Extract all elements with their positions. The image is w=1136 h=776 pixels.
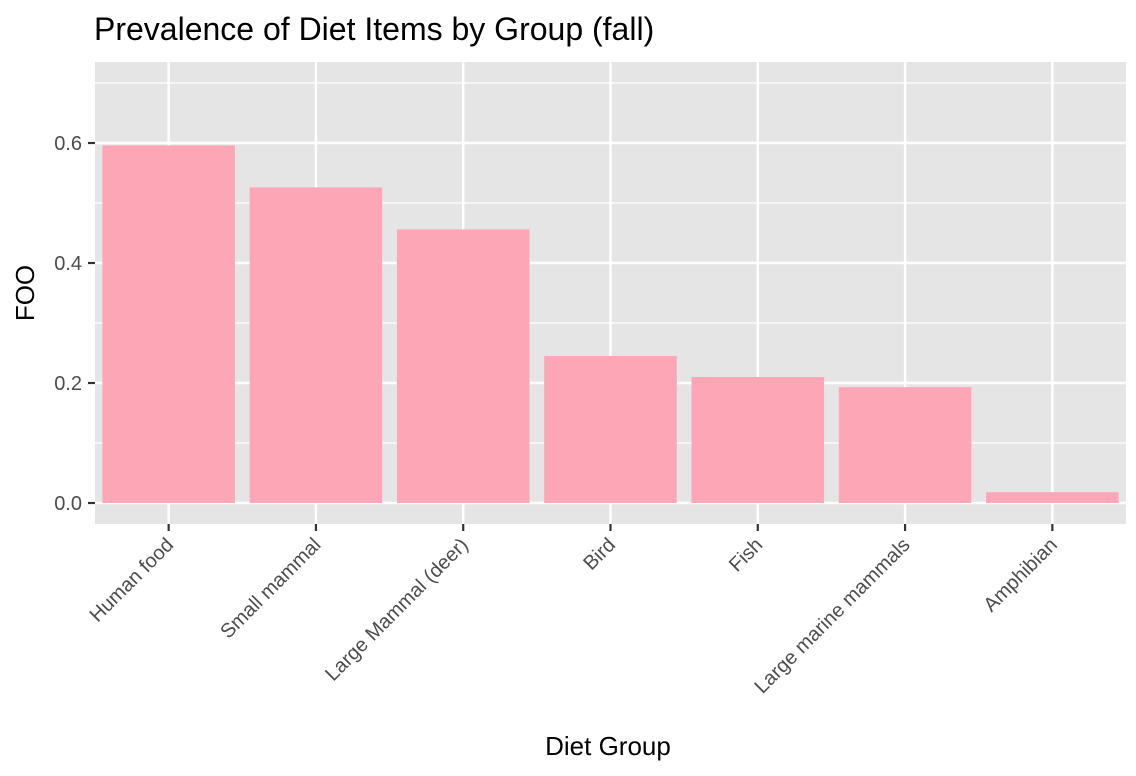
chart-title: Prevalence of Diet Items by Group (fall) [94,11,654,47]
y-tick-label: 0.6 [54,133,82,155]
bar [396,229,530,503]
bar [249,187,383,503]
x-tick-label: Large Mammal (deer) [321,534,473,686]
bars-group [102,145,1119,503]
bar [102,145,235,503]
x-tick-label: Bird [579,534,620,575]
x-tick-label: Small mammal [216,534,325,643]
x-tick-label: Fish [725,534,767,576]
bar [986,492,1119,503]
bar [691,377,825,503]
x-tick-label: Human food [86,534,179,627]
bar [838,387,972,503]
x-tick-label: Large marine mammals [751,534,915,698]
y-tick-label: 0.4 [54,253,82,275]
y-axis-title: FOO [10,265,40,321]
bar [544,356,677,503]
y-tick-label: 0.0 [54,493,82,515]
y-tick-label: 0.2 [54,373,82,395]
x-tick-label: Amphibian [980,534,1062,616]
x-axis-title: Diet Group [545,731,671,761]
y-axis: 0.0 0.2 0.4 0.6 [54,133,95,515]
